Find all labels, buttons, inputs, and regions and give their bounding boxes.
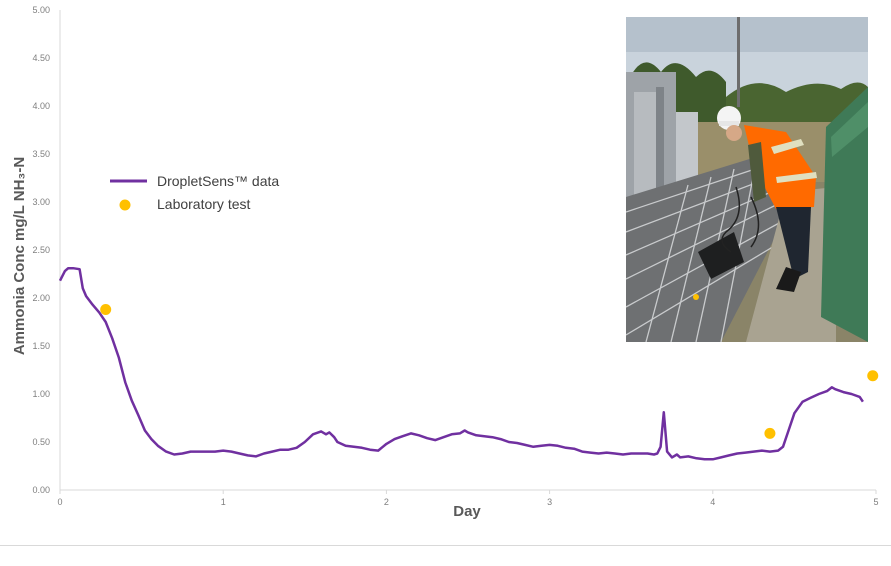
y-axis-title: Ammonia Conc mg/L NH₃-N (11, 157, 28, 355)
x-tick-label: 4 (710, 497, 715, 507)
x-tick-label: 1 (221, 497, 226, 507)
y-tick-label: 3.00 (32, 197, 50, 207)
x-tick-label: 0 (57, 497, 62, 507)
y-tick-label: 1.50 (32, 341, 50, 351)
lab-test-point (867, 370, 879, 382)
legend: DropletSens™ data Laboratory test (110, 173, 279, 212)
y-tick-label: 4.00 (32, 101, 50, 111)
bottom-divider (0, 545, 891, 546)
series-layer (58, 266, 879, 461)
x-axis-title: Day (453, 503, 481, 520)
lab-test-point (764, 427, 776, 439)
lab-test-point (100, 304, 112, 316)
y-tick-label: 5.00 (32, 5, 50, 15)
x-tick-labels: 0 1 2 3 4 5 (57, 490, 879, 507)
x-tick-label: 5 (873, 497, 878, 507)
y-tick-label: 0.50 (32, 437, 50, 447)
x-tick-label: 3 (547, 497, 552, 507)
y-tick-label: 2.00 (32, 293, 50, 303)
legend-label-laboratory: Laboratory test (157, 196, 250, 212)
y-tick-label: 2.50 (32, 245, 50, 255)
y-tick-label: 4.50 (32, 53, 50, 63)
legend-dot-swatch (119, 199, 131, 211)
legend-label-dropletsens: DropletSens™ data (157, 173, 279, 189)
y-tick-label: 0.00 (32, 485, 50, 495)
engineer-photo-image (626, 17, 868, 342)
y-tick-label: 3.50 (32, 149, 50, 159)
engineer-photo (626, 17, 868, 342)
x-tick-label: 2 (384, 497, 389, 507)
series-line-dropletsens (58, 266, 864, 461)
y-tick-label: 1.00 (32, 389, 50, 399)
y-tick-labels: 0.00 0.50 1.00 1.50 2.00 2.50 3.00 3.50 4.00 4.50… (32, 5, 50, 495)
